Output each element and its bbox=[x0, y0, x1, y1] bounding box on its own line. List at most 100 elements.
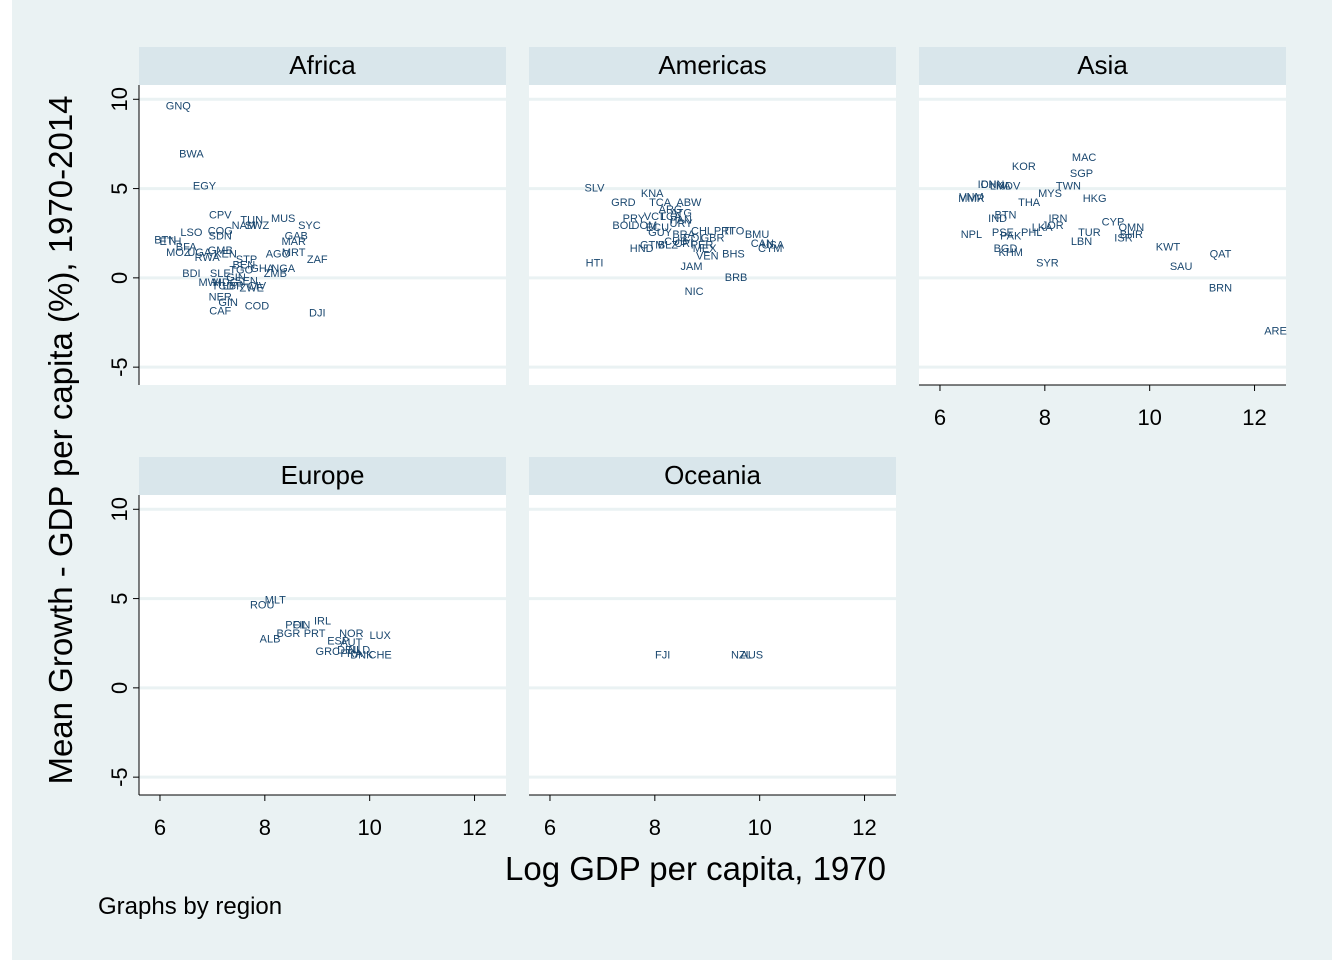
data-point-label: LBN bbox=[1071, 236, 1092, 248]
data-point-label: NZL bbox=[731, 650, 752, 662]
plot-area bbox=[139, 85, 506, 385]
data-point-label: HTI bbox=[586, 257, 604, 269]
data-point-label: PRT bbox=[304, 628, 326, 640]
data-point-label: UGA bbox=[187, 247, 212, 259]
x-tick-label: 6 bbox=[154, 815, 166, 840]
data-point-label: ARG bbox=[659, 204, 683, 216]
data-point-label: THA bbox=[1018, 197, 1041, 209]
x-tick-label: 8 bbox=[259, 815, 271, 840]
data-point-label: TUR bbox=[1078, 227, 1101, 239]
data-point-label: MAR bbox=[281, 236, 306, 248]
data-point-label: GHA bbox=[250, 263, 275, 275]
data-point-label: SGP bbox=[1070, 168, 1093, 180]
data-point-label: DOM bbox=[632, 220, 658, 232]
x-tick-label: 6 bbox=[934, 405, 946, 430]
data-point-label: IDN bbox=[978, 179, 997, 191]
panel-header bbox=[139, 47, 506, 85]
data-point-label: NER bbox=[209, 291, 232, 303]
data-point-label: BDI bbox=[182, 268, 200, 280]
data-point-label: IND bbox=[988, 213, 1007, 225]
data-point-label: ALB bbox=[260, 634, 281, 646]
data-point-label: IRN bbox=[1048, 213, 1067, 225]
plot-area bbox=[529, 85, 896, 385]
data-point-label: KNA bbox=[641, 188, 664, 200]
data-point-label: GMB bbox=[208, 245, 233, 257]
data-point-label: BRA bbox=[672, 229, 695, 241]
data-point-label: COL bbox=[683, 232, 706, 244]
panel-header bbox=[529, 47, 896, 85]
scatter-chart: Mean Growth - GDP per capita (%), 1970-2… bbox=[42, 47, 1287, 840]
x-tick-label: 10 bbox=[1137, 405, 1161, 430]
x-tick-label: 12 bbox=[852, 815, 876, 840]
data-point-label: BHS bbox=[722, 249, 745, 261]
data-point-label: BWA bbox=[179, 149, 204, 161]
data-point-label: BTN bbox=[995, 209, 1017, 221]
x-axis-title: Log GDP per capita, 1970 bbox=[505, 850, 886, 887]
data-point-label: PRY bbox=[623, 213, 646, 225]
data-point-label: USA bbox=[761, 240, 784, 252]
panel-title: Europe bbox=[281, 460, 365, 490]
panel-title: Americas bbox=[658, 50, 766, 80]
data-point-label: URY bbox=[670, 218, 694, 230]
data-point-label: CYM bbox=[758, 243, 782, 255]
data-point-label: BMU bbox=[745, 229, 770, 241]
data-point-label: ATG bbox=[670, 207, 692, 219]
data-point-label: MDG bbox=[213, 277, 239, 289]
data-point-label: GTM bbox=[640, 240, 664, 252]
data-point-label: BFA bbox=[176, 241, 197, 253]
data-point-label: EGY bbox=[193, 181, 217, 193]
data-point-label: CAF bbox=[209, 306, 231, 318]
data-point-label: BGD bbox=[994, 243, 1018, 255]
data-point-label: TUN bbox=[240, 215, 263, 227]
data-point-label: MEX bbox=[693, 243, 718, 255]
data-point-label: MUS bbox=[271, 213, 295, 225]
data-point-label: SEN bbox=[235, 275, 258, 287]
data-point-label: CHL bbox=[691, 225, 713, 237]
data-point-label: ARE bbox=[1264, 325, 1287, 337]
panel-title: Africa bbox=[289, 50, 356, 80]
y-tick-label: 10 bbox=[107, 497, 132, 521]
y-tick-label: -5 bbox=[107, 357, 132, 377]
data-point-label: MWI bbox=[198, 277, 221, 289]
data-point-label: FRA bbox=[340, 648, 363, 660]
data-point-label: MLT bbox=[265, 594, 286, 606]
data-point-label: GRD bbox=[611, 197, 636, 209]
y-tick-label: 0 bbox=[107, 272, 132, 284]
data-point-label: LKA bbox=[990, 181, 1011, 193]
data-point-label: LUX bbox=[369, 630, 391, 642]
y-tick-label: 0 bbox=[107, 682, 132, 694]
data-point-label: IRL bbox=[314, 616, 331, 628]
data-point-label: HND bbox=[630, 243, 654, 255]
data-point-label: KEN bbox=[214, 249, 237, 261]
data-point-label: MDV bbox=[996, 181, 1021, 193]
data-point-label: NIC bbox=[685, 286, 704, 298]
data-point-label: MMR bbox=[958, 193, 984, 205]
data-point-label: NGA bbox=[271, 263, 296, 275]
x-tick-label: 6 bbox=[544, 815, 556, 840]
y-tick-label: 10 bbox=[107, 87, 132, 111]
data-point-label: CUB bbox=[664, 236, 687, 248]
data-point-label: PER bbox=[691, 240, 714, 252]
data-point-label: MRT bbox=[282, 247, 306, 259]
data-point-label: NLD bbox=[348, 644, 370, 656]
data-point-label: FIN bbox=[293, 619, 311, 631]
data-point-label: POL bbox=[285, 619, 307, 631]
data-point-label: BHR bbox=[1120, 229, 1143, 241]
data-point-label: DJI bbox=[309, 307, 326, 319]
data-point-label: DNK bbox=[350, 650, 374, 662]
graphs-by-note: Graphs by region bbox=[98, 893, 283, 920]
data-point-label: PHL bbox=[1021, 227, 1042, 239]
data-point-label: MAC bbox=[1072, 152, 1097, 164]
data-point-label: SLV bbox=[585, 182, 606, 194]
panel-title: Oceania bbox=[664, 460, 761, 490]
plot-area bbox=[139, 495, 506, 795]
data-point-label: BEN bbox=[233, 259, 256, 271]
data-point-label: OMN bbox=[1118, 222, 1144, 234]
data-point-label: VEN bbox=[696, 250, 719, 262]
data-point-label: COG bbox=[208, 225, 233, 237]
data-point-label: TCD bbox=[212, 281, 235, 293]
data-point-label: PSE bbox=[992, 227, 1014, 239]
y-tick-label: 5 bbox=[107, 182, 132, 194]
data-point-label: MOZ bbox=[166, 247, 191, 259]
data-point-label: RWA bbox=[195, 252, 221, 264]
